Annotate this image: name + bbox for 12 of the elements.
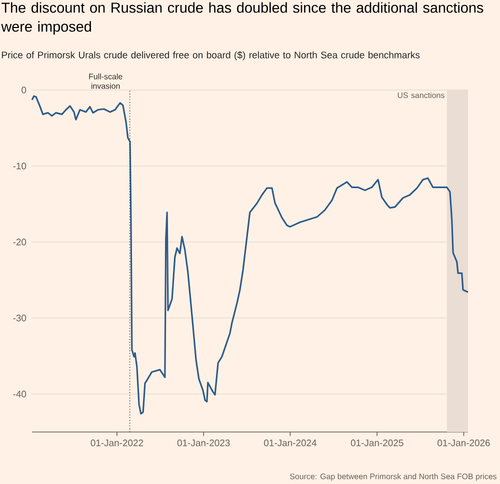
x-tick-label: 01-Jan-2024 xyxy=(264,440,317,446)
y-tick-label: -10 xyxy=(13,162,26,170)
y-tick-label: 0 xyxy=(22,86,26,94)
x-tick-label: 01-Jan-2026 xyxy=(438,440,490,446)
x-tick-label: 01-Jan-2023 xyxy=(177,440,230,446)
y-tick-label: -40 xyxy=(13,390,26,398)
chart-subtitle: Price of Primorsk Urals crude delivered free on board ($) relative to North Sea crude benchmarks xyxy=(2,51,420,60)
y-tick-label: -30 xyxy=(13,314,26,322)
x-tick-label: 01-Jan-2022 xyxy=(90,440,144,446)
x-tick-label: 01-Jan-2025 xyxy=(350,440,404,446)
chart-title: The discount on Russian crude has doubled since the additional sanctions were imposed xyxy=(1,2,484,35)
y-tick-label: -20 xyxy=(13,238,26,246)
